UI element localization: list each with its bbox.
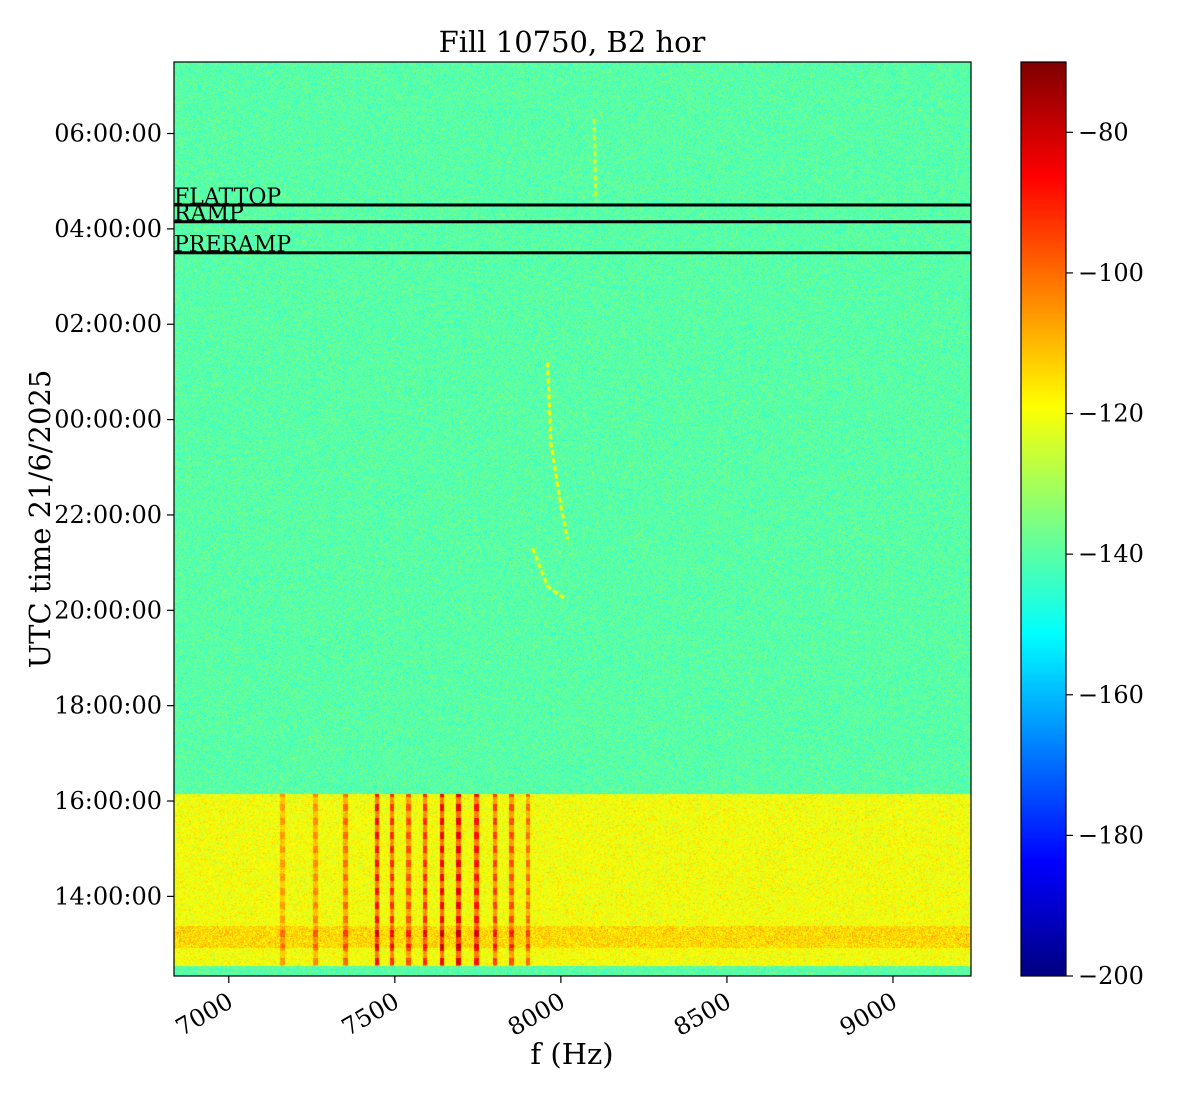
x-tick-label: 8500 [669,987,736,1042]
y-tick-label: 20:00:00 [54,596,162,624]
y-tick-label: 22:00:00 [54,501,162,529]
phase-label-preramp: PRERAMP [174,233,291,258]
chart-title: Fill 10750, B2 hor [439,25,706,59]
x-tick-label: 7000 [171,987,238,1042]
colorbar-tick-label: −160 [1078,681,1144,709]
plot-frame [173,61,972,977]
y-tick-label: 00:00:00 [54,406,162,434]
colorbar-tick-label: −100 [1078,259,1144,287]
y-tick-label: 18:00:00 [54,692,162,720]
y-tick-label: 16:00:00 [54,787,162,815]
colorbar-tick-label: −200 [1078,962,1144,990]
colorbar-tick-label: −140 [1078,540,1144,568]
x-axis-ticks: 7000 7500 8000 8500 9000 [171,976,902,1042]
x-tick-label: 7500 [337,987,404,1042]
y-axis-ticks: 14:00:00 16:00:00 18:00:00 20:00:00 22:00:00… [54,120,174,910]
y-tick-label: 02:00:00 [54,310,162,338]
x-axis-title: f (Hz) [530,1037,613,1071]
y-tick-label: 04:00:00 [54,215,162,243]
y-tick-label: 14:00:00 [54,882,162,910]
colorbar-tick-label: −120 [1078,400,1144,428]
spectrogram-heatmap [174,62,971,976]
phase-label-flattop: FLATTOP [174,185,281,210]
phase-label-ramp: RAMP [174,202,244,227]
colorbar-frame [1020,61,1067,977]
colorbar-gradient [1021,62,1066,976]
x-tick-label: 9000 [835,987,902,1042]
colorbar-ticks: −80 −100 −120 −140 −160 −180 −200 [1066,118,1144,990]
colorbar-tick-label: −180 [1078,821,1144,849]
y-tick-label: 06:00:00 [54,120,162,148]
y-axis-title: UTC time 21/6/2025 [23,370,57,669]
colorbar-tick-label: −80 [1078,118,1129,146]
x-tick-label: 8000 [503,987,570,1042]
